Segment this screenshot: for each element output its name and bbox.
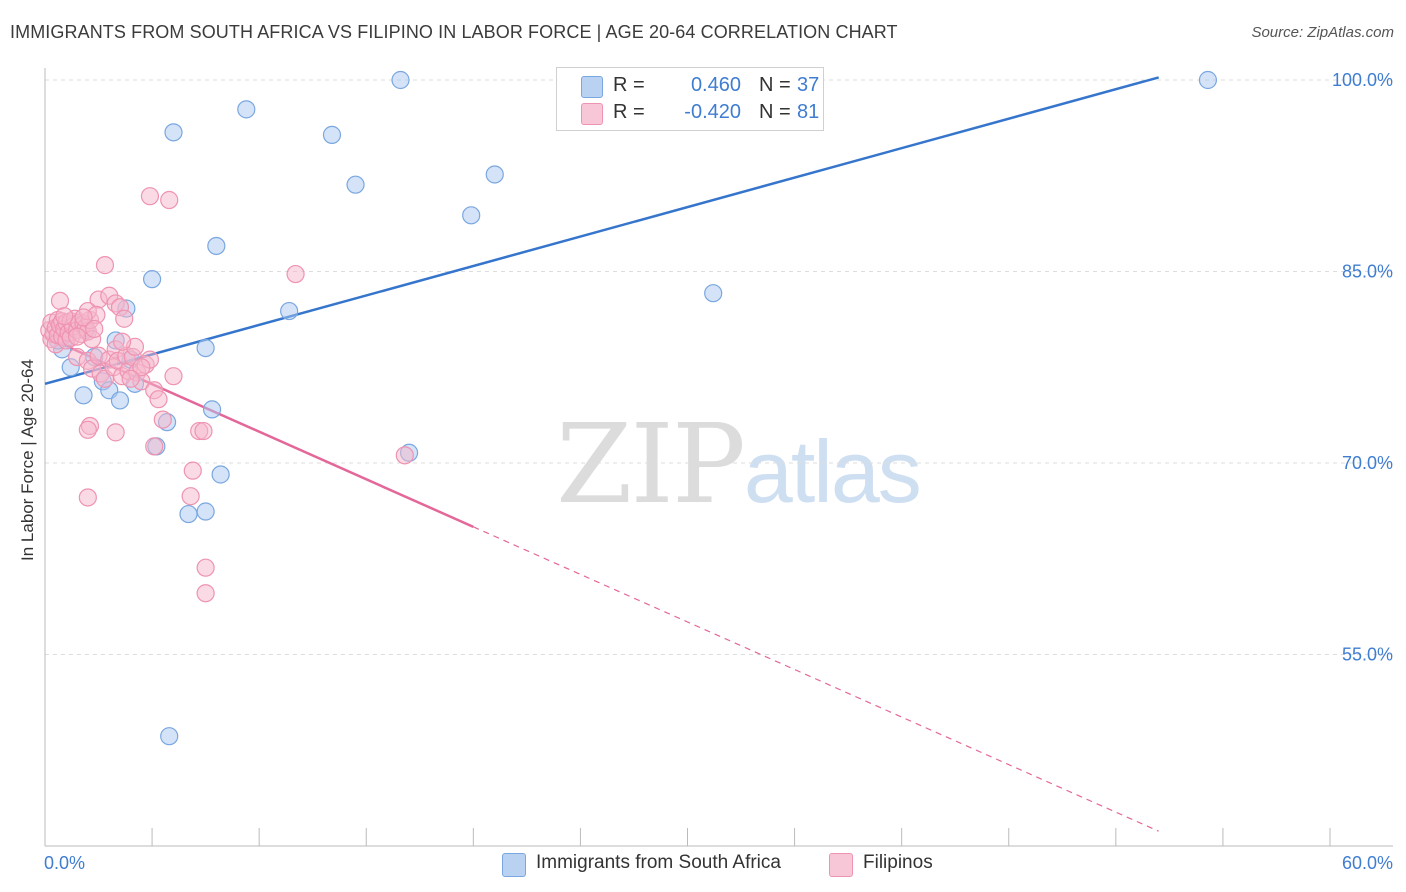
point-filipinos: [145, 437, 164, 456]
legend-n-label: N =: [759, 74, 791, 96]
point-filipinos: [55, 307, 74, 326]
watermark: ZIPatlas: [556, 400, 922, 528]
point-filipinos: [112, 332, 132, 351]
point-south-africa: [346, 175, 365, 194]
x-tick-label-max: 60.0%: [1342, 853, 1393, 873]
series-legend: Immigrants from South Africa Filipinos: [0, 852, 1406, 880]
point-filipinos: [121, 369, 140, 388]
trend-line-filipinos-extrapolated: [473, 526, 1159, 832]
x-tick-label-min: 0.0%: [44, 853, 85, 873]
source-credit: Source: ZipAtlas.com: [1251, 24, 1394, 41]
legend-r-label: R =: [613, 101, 645, 123]
point-filipinos: [106, 423, 125, 442]
watermark-atlas: atlas: [743, 422, 922, 521]
point-filipinos: [74, 308, 93, 327]
point-south-africa: [211, 465, 230, 484]
trend-lines: [44, 76, 1159, 832]
legend-swatch-blue: [581, 76, 603, 98]
point-south-africa: [207, 236, 226, 256]
point-filipinos: [183, 461, 202, 480]
chart-title: IMMIGRANTS FROM SOUTH AFRICA VS FILIPINO…: [10, 22, 898, 42]
legend-n-value: 37: [797, 74, 820, 96]
correlation-legend: R = 0.460 N = 37 R = -0.420 N = 81: [556, 67, 824, 131]
gridlines: [45, 79, 1392, 655]
point-filipinos: [149, 390, 168, 409]
data-points: [40, 70, 1218, 746]
point-filipinos: [153, 410, 172, 429]
point-filipinos: [181, 487, 200, 506]
point-south-africa: [485, 165, 504, 184]
point-filipinos: [164, 367, 183, 386]
point-filipinos: [50, 291, 70, 310]
point-south-africa: [280, 301, 299, 321]
trend-line-south-africa: [44, 76, 1159, 386]
point-filipinos: [286, 264, 305, 284]
point-filipinos: [68, 327, 87, 346]
point-south-africa: [1198, 70, 1218, 90]
point-south-africa: [110, 391, 130, 410]
y-tick-label: 70.0%: [1342, 453, 1393, 473]
legend-label: Immigrants from South Africa: [536, 852, 781, 873]
point-south-africa: [462, 206, 481, 225]
axes: [44, 68, 1393, 847]
point-south-africa: [179, 504, 198, 524]
legend-swatch-pink: [829, 853, 853, 877]
point-filipinos: [196, 584, 215, 603]
point-filipinos: [95, 256, 115, 275]
legend-r-value: -0.420: [684, 101, 741, 123]
point-filipinos: [160, 190, 179, 210]
point-filipinos: [194, 421, 213, 441]
legend-n-label: N =: [759, 101, 791, 123]
point-south-africa: [391, 70, 410, 90]
point-south-africa: [704, 284, 723, 303]
legend-label: Filipinos: [863, 852, 933, 873]
point-south-africa: [237, 100, 256, 119]
point-filipinos: [78, 420, 97, 439]
y-tick-label: 85.0%: [1342, 262, 1393, 282]
legend-r-value: 0.460: [690, 74, 741, 96]
point-south-africa: [196, 339, 215, 358]
point-south-africa: [164, 123, 183, 142]
point-filipinos: [196, 558, 215, 577]
point-south-africa: [202, 400, 222, 419]
legend-swatch-blue: [502, 853, 526, 877]
watermark-zip: ZIP: [556, 400, 746, 528]
point-filipinos: [140, 187, 160, 206]
point-filipinos: [78, 488, 97, 507]
legend-n-value: 81: [797, 101, 820, 123]
point-south-africa: [142, 270, 162, 289]
point-filipinos: [395, 446, 414, 465]
legend-r-label: R =: [613, 74, 645, 96]
tick-labels: 55.0% 70.0% 85.0% 100.0% 0.0% 60.0%: [44, 70, 1393, 873]
point-south-africa: [74, 386, 93, 405]
point-south-africa: [322, 125, 342, 144]
point-south-africa: [196, 502, 215, 521]
point-filipinos: [115, 309, 134, 328]
point-filipinos: [85, 319, 104, 339]
y-axis-title: In Labor Force | Age 20-64: [18, 359, 37, 561]
legend-swatch-pink: [581, 103, 603, 125]
point-south-africa: [160, 727, 179, 746]
y-tick-label: 100.0%: [1332, 70, 1393, 90]
y-tick-label: 55.0%: [1342, 645, 1393, 665]
point-filipinos: [132, 358, 151, 377]
